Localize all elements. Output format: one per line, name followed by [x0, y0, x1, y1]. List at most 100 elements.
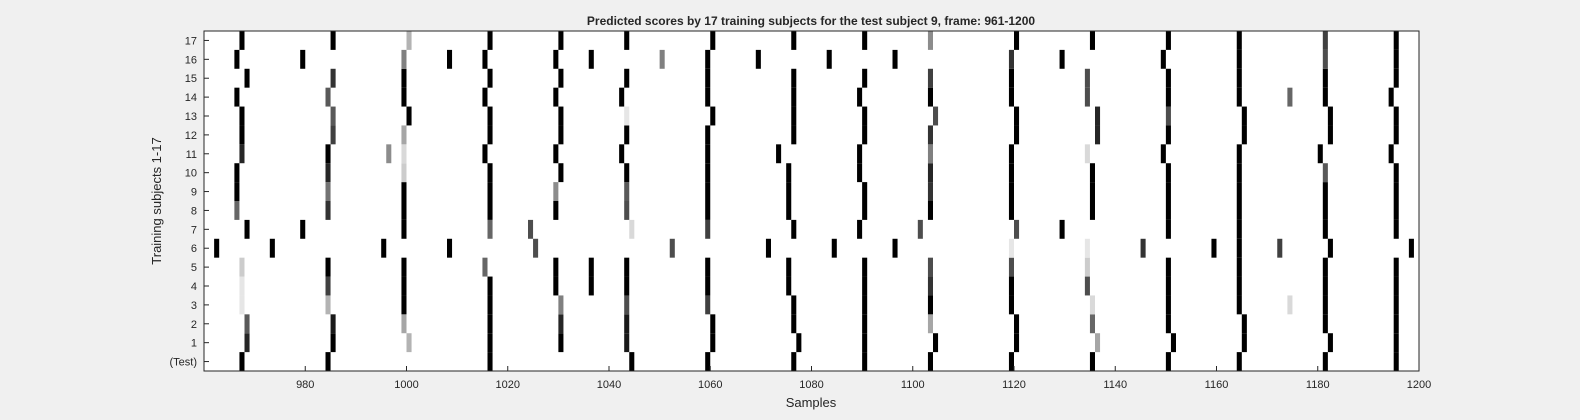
heatmap-cell	[1160, 144, 1166, 164]
heatmap-cell	[927, 144, 933, 164]
heatmap-cell	[1008, 352, 1014, 371]
heatmap-cell	[1236, 68, 1242, 88]
heatmap-cell	[588, 257, 594, 277]
heatmap-cell	[1095, 333, 1101, 353]
heatmap-cell	[1165, 219, 1171, 239]
heatmap-cell	[533, 238, 539, 258]
heatmap-cell	[862, 201, 868, 220]
heatmap-cell	[1236, 352, 1242, 371]
heatmap-cell	[330, 31, 336, 50]
heatmap-cell	[669, 238, 675, 258]
heatmap-cell	[629, 219, 635, 239]
heatmap-cell	[558, 163, 564, 183]
y-tick-label: 17	[185, 35, 197, 47]
heatmap-cell	[1084, 87, 1090, 107]
heatmap-cell	[1014, 219, 1020, 239]
heatmap-cell	[553, 49, 559, 69]
heatmap-cell	[710, 314, 716, 334]
heatmap-cell	[1393, 182, 1399, 201]
heatmap-cell	[487, 295, 493, 315]
heatmap-cell	[624, 276, 630, 296]
heatmap-cell	[862, 352, 868, 371]
x-tick-label: 1120	[1002, 379, 1026, 391]
heatmap-cell	[1008, 238, 1014, 258]
heatmap-cell	[1236, 87, 1242, 107]
heatmap-cell	[244, 68, 250, 88]
heatmap-cell	[1008, 257, 1014, 277]
heatmap-cell	[1084, 68, 1090, 88]
heatmap-cell	[1322, 201, 1328, 220]
heatmap-cell	[624, 333, 630, 353]
heatmap-cell	[482, 49, 488, 69]
heatmap-cell	[401, 144, 407, 164]
heatmap-cell	[401, 163, 407, 183]
heatmap-cell	[406, 31, 412, 50]
heatmap-cell	[1014, 106, 1020, 126]
heatmap-cell	[1165, 106, 1171, 126]
heatmap-cell	[624, 31, 630, 50]
heatmap-cell	[239, 144, 245, 164]
heatmap-cell	[325, 182, 331, 201]
y-axis-label: Training subjects 1-17	[149, 137, 164, 264]
heatmap-cell	[234, 49, 240, 69]
heatmap-cell	[1241, 106, 1247, 126]
heatmap-cell	[401, 182, 407, 201]
heatmap-cell	[1277, 238, 1283, 258]
heatmap-cell	[330, 333, 336, 353]
heatmap-cell	[487, 182, 493, 201]
heatmap-cell	[1089, 295, 1095, 315]
heatmap-cell	[325, 295, 331, 315]
heatmap-cell	[1236, 276, 1242, 296]
heatmap-cell	[927, 276, 933, 296]
heatmap-cell	[1089, 163, 1095, 183]
heatmap-cell	[325, 144, 331, 164]
heatmap-cell	[1095, 125, 1101, 145]
heatmap-cell	[1008, 68, 1014, 88]
heatmap-cell	[710, 333, 716, 353]
heatmap-cell	[892, 49, 898, 69]
heatmap-cell	[705, 276, 711, 296]
heatmap-cell	[862, 314, 868, 334]
heatmap-cell	[1236, 31, 1242, 50]
heatmap-cell	[1059, 219, 1065, 239]
heatmap-cell	[487, 219, 493, 239]
x-tick-label: 980	[296, 379, 314, 391]
heatmap-cell	[862, 333, 868, 353]
heatmap-cell	[214, 238, 220, 258]
heatmap-cell	[1393, 49, 1399, 69]
heatmap-cell	[1165, 68, 1171, 88]
heatmap-cell	[862, 276, 868, 296]
heatmap-cell	[1287, 87, 1293, 107]
heatmap-cell	[401, 219, 407, 239]
heatmap-cell	[1322, 352, 1328, 371]
heatmap-cell	[1236, 144, 1242, 164]
y-tick-label: 9	[191, 187, 197, 199]
x-tick-label: 1140	[1103, 379, 1127, 391]
heatmap-cell	[1322, 68, 1328, 88]
heatmap-cell	[1095, 106, 1101, 126]
heatmap-cell	[553, 87, 559, 107]
heatmap-cell	[705, 87, 711, 107]
heatmap-cell	[1089, 201, 1095, 220]
heatmap-cell	[791, 125, 797, 145]
heatmap-cell	[269, 238, 275, 258]
plot-area: 980 1000 1020 1040 1060 1080 1100 1120 1140 1160 1…	[170, 30, 1431, 391]
heatmap-cell	[1236, 238, 1242, 258]
heatmap-cell	[1165, 87, 1171, 107]
heatmap-cell	[1211, 238, 1217, 258]
heatmap-cell	[401, 68, 407, 88]
heatmap-cell	[862, 182, 868, 201]
heatmap-cell	[1008, 295, 1014, 315]
heatmap-cell	[1165, 257, 1171, 277]
heatmap-cell	[786, 257, 792, 277]
heatmap-cell	[765, 238, 771, 258]
heatmap-cell	[234, 182, 240, 201]
heatmap-cell	[1241, 333, 1247, 353]
x-tick-label: 1080	[799, 379, 823, 391]
heatmap-cell	[927, 182, 933, 201]
heatmap-cell	[487, 333, 493, 353]
heatmap-cell	[857, 219, 863, 239]
heatmap-cell	[234, 87, 240, 107]
heatmap-cell	[239, 125, 245, 145]
